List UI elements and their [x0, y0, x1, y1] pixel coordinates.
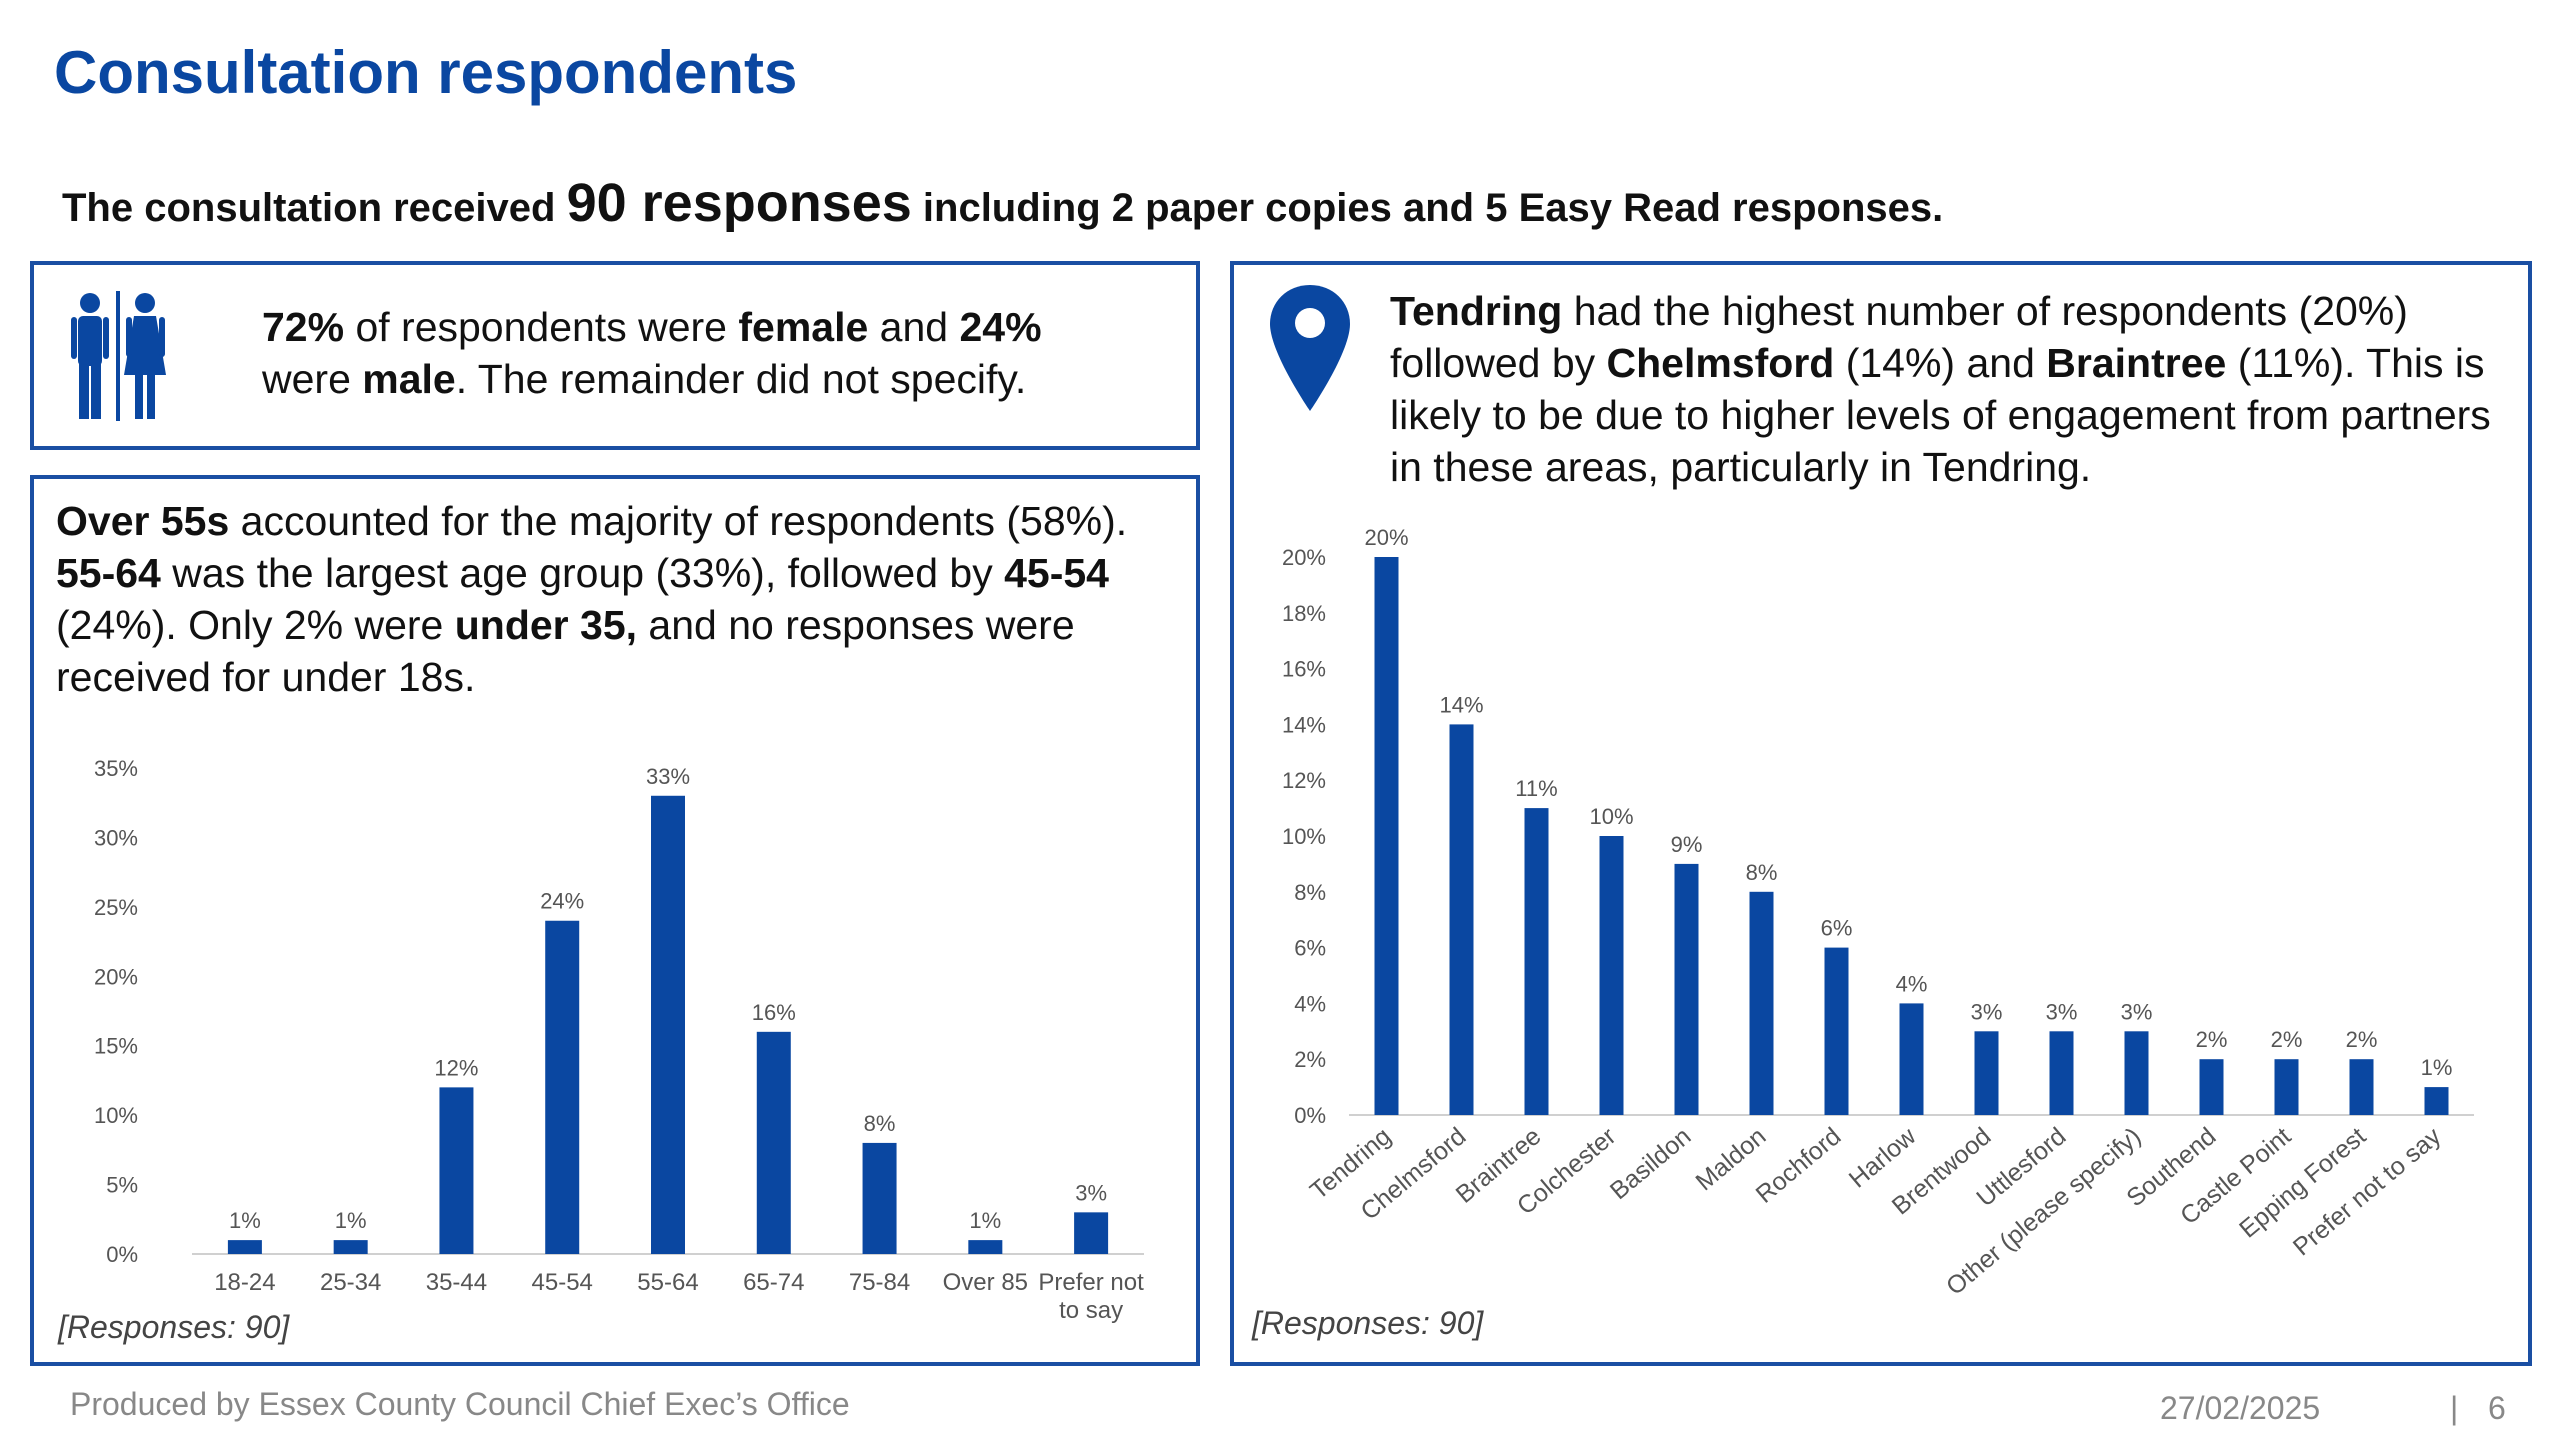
age-data-label: 3%	[1075, 1180, 1107, 1205]
district-category-label: Epping Forest	[2234, 1122, 2371, 1244]
district-bar	[1899, 1003, 1924, 1115]
district-bar	[1824, 947, 1849, 1115]
age-category-label: 65-74	[743, 1269, 804, 1296]
district-data-label: 3%	[1971, 999, 2003, 1024]
district-y-tick-label: 4%	[1294, 991, 1326, 1016]
age-data-label: 16%	[752, 1000, 796, 1025]
district-y-tick-label: 14%	[1282, 712, 1326, 737]
district-data-label: 14%	[1439, 692, 1483, 717]
age-y-tick-label: 0%	[106, 1242, 138, 1267]
district-summary: Tendring had the highest number of respo…	[1390, 288, 2491, 490]
gender-panel: 72% of respondents were female and 24% w…	[30, 261, 1200, 450]
district-category-label: Basildon	[1605, 1122, 1696, 1205]
district-data-label: 3%	[2046, 999, 2078, 1024]
age-category-label: Over 85	[943, 1269, 1028, 1296]
age-category-label: 18-24	[214, 1269, 275, 1296]
age-summary: Over 55s accounted for the majority of r…	[56, 498, 1128, 700]
district-bar	[1449, 724, 1474, 1115]
age-y-tick-label: 15%	[94, 1034, 138, 1059]
age-category-label-line2: to say	[1059, 1297, 1123, 1324]
district-responses-note: [Responses: 90]	[1252, 1305, 1484, 1341]
age-category-label: 25-34	[320, 1269, 381, 1296]
district-bar	[2124, 1031, 2149, 1115]
district-bar-chart: 0%2%4%6%8%10%12%14%16%18%20%20%Tendring1…	[1282, 525, 2474, 1301]
district-data-label: 2%	[2271, 1027, 2303, 1052]
age-category-label: 75-84	[849, 1269, 910, 1296]
footer-separator: |	[2450, 1390, 2459, 1426]
district-bar	[1524, 808, 1549, 1115]
male-female-icon	[71, 291, 166, 421]
age-category-label: 55-64	[637, 1269, 698, 1296]
age-data-label: 8%	[864, 1111, 896, 1136]
age-data-label: 33%	[646, 764, 690, 789]
age-y-tick-label: 25%	[94, 895, 138, 920]
district-bar	[2274, 1059, 2299, 1115]
age-data-label: 24%	[540, 889, 584, 914]
district-data-label: 6%	[1821, 916, 1853, 941]
district-y-tick-label: 12%	[1282, 768, 1326, 793]
age-bar	[439, 1087, 474, 1254]
page-number: 6	[2488, 1390, 2506, 1426]
age-panel: Over 55s accounted for the majority of r…	[30, 475, 1200, 1366]
district-bar	[1374, 557, 1399, 1115]
district-panel: Tendring had the highest number of respo…	[1230, 261, 2532, 1366]
district-y-tick-label: 2%	[1294, 1047, 1326, 1072]
district-data-label: 9%	[1671, 832, 1703, 857]
district-data-label: 4%	[1896, 971, 1928, 996]
age-bar	[756, 1031, 791, 1254]
district-y-tick-label: 6%	[1294, 936, 1326, 961]
district-y-tick-label: 10%	[1282, 824, 1326, 849]
age-bar	[227, 1240, 262, 1254]
district-bar	[1749, 891, 1774, 1115]
district-bar	[1674, 863, 1699, 1115]
district-bar	[1974, 1031, 1999, 1115]
gender-summary: 72% of respondents were female and 24% w…	[262, 304, 1042, 402]
district-y-tick-label: 0%	[1294, 1103, 1326, 1128]
district-data-label: 11%	[1515, 776, 1557, 801]
district-data-label: 3%	[2121, 999, 2153, 1024]
location-pin-icon	[1270, 285, 1350, 411]
page-title: Consultation respondents	[54, 39, 798, 106]
age-y-tick-label: 5%	[106, 1173, 138, 1198]
age-category-label-line1: Prefer not	[1038, 1269, 1144, 1296]
age-responses-note: [Responses: 90]	[58, 1309, 290, 1345]
district-data-label: 2%	[2196, 1027, 2228, 1052]
age-data-label: 1%	[969, 1208, 1001, 1233]
footer-credit: Produced by Essex County Council Chief E…	[70, 1386, 850, 1422]
district-bar	[2049, 1031, 2074, 1115]
district-y-tick-label: 18%	[1282, 601, 1326, 626]
district-bar	[2199, 1059, 2224, 1115]
age-y-tick-label: 20%	[94, 964, 138, 989]
age-bar	[333, 1240, 368, 1254]
district-data-label: 10%	[1589, 804, 1633, 829]
age-y-tick-label: 35%	[94, 756, 138, 781]
district-bar	[2349, 1059, 2374, 1115]
age-category-label: 35-44	[426, 1269, 487, 1296]
footer-date: 27/02/2025	[2160, 1390, 2321, 1426]
age-bar	[862, 1142, 897, 1254]
age-y-tick-label: 30%	[94, 825, 138, 850]
age-data-label: 1%	[229, 1208, 261, 1233]
age-data-label: 12%	[434, 1055, 478, 1080]
district-y-tick-label: 20%	[1282, 545, 1326, 570]
district-data-label: 8%	[1746, 860, 1778, 885]
district-data-label: 2%	[2346, 1027, 2378, 1052]
age-bar	[968, 1240, 1003, 1254]
district-y-tick-label: 8%	[1294, 880, 1326, 905]
age-y-tick-label: 10%	[94, 1103, 138, 1128]
district-y-tick-label: 16%	[1282, 657, 1326, 682]
district-data-label: 1%	[2421, 1055, 2453, 1080]
age-bar	[545, 920, 580, 1254]
age-data-label: 1%	[335, 1208, 367, 1233]
district-data-label: 20%	[1364, 525, 1408, 550]
district-category-label: Rochford	[1751, 1122, 1847, 1209]
page-subtitle: The consultation received 90 responses i…	[62, 173, 1944, 233]
district-bar	[1599, 836, 1624, 1115]
age-bar	[1074, 1212, 1109, 1254]
age-category-label: 45-54	[532, 1269, 593, 1296]
age-bar-chart: 0% 5% 10% 15% 20% 25% 30% 35% 1% 18-24 1% 25-34 12% 3…	[94, 756, 1144, 1324]
age-bar	[651, 795, 685, 1254]
district-bar	[2424, 1087, 2449, 1115]
